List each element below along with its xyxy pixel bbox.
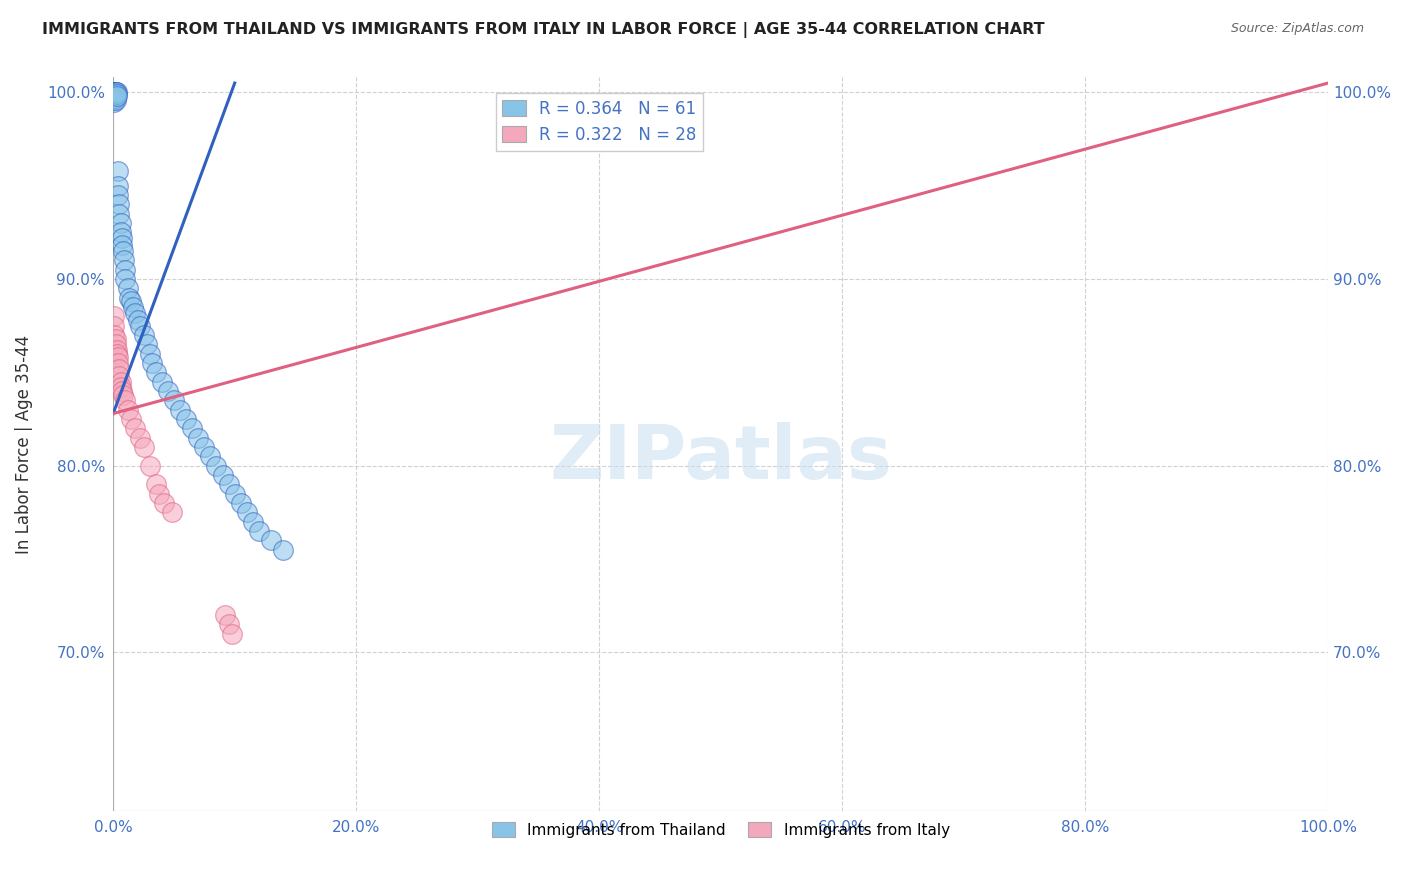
Point: [103, 86, 125, 100]
Point: [200, 450, 222, 464]
Point: [121, 300, 143, 314]
Point: [110, 226, 132, 240]
Point: [103, 310, 125, 324]
Point: [103, 86, 125, 100]
Point: [111, 388, 134, 402]
Point: [103, 328, 125, 343]
Point: [111, 238, 134, 252]
Point: [103, 95, 125, 109]
Point: [108, 361, 131, 376]
Point: [132, 440, 155, 454]
Point: [118, 291, 141, 305]
Point: [148, 487, 170, 501]
Point: [104, 87, 127, 102]
Text: IMMIGRANTS FROM THAILAND VS IMMIGRANTS FROM ITALY IN LABOR FORCE | AGE 35-44 COR: IMMIGRANTS FROM THAILAND VS IMMIGRANTS F…: [42, 22, 1045, 38]
Point: [117, 281, 139, 295]
Point: [107, 356, 129, 370]
Point: [114, 272, 136, 286]
Text: Source: ZipAtlas.com: Source: ZipAtlas.com: [1230, 22, 1364, 36]
Point: [103, 93, 125, 107]
Point: [150, 375, 173, 389]
Point: [145, 477, 167, 491]
Y-axis label: In Labor Force | Age 35-44: In Labor Force | Age 35-44: [15, 334, 32, 554]
Point: [224, 487, 246, 501]
Point: [103, 87, 125, 102]
Point: [107, 178, 129, 193]
Point: [107, 351, 129, 365]
Point: [104, 86, 127, 100]
Point: [103, 318, 125, 333]
Point: [104, 86, 127, 100]
Legend: Immigrants from Thailand, Immigrants from Italy: Immigrants from Thailand, Immigrants fro…: [485, 816, 956, 844]
Point: [108, 207, 131, 221]
Point: [181, 421, 204, 435]
Point: [138, 347, 160, 361]
Point: [114, 393, 136, 408]
Text: ZIPatlas: ZIPatlas: [550, 423, 891, 495]
Point: [108, 197, 131, 211]
Point: [174, 412, 197, 426]
Point: [104, 93, 127, 107]
Point: [124, 421, 146, 435]
Point: [260, 533, 283, 548]
Point: [108, 369, 131, 384]
Point: [105, 347, 128, 361]
Point: [163, 393, 186, 408]
Point: [103, 89, 125, 103]
Point: [187, 431, 209, 445]
Point: [169, 402, 191, 417]
Point: [104, 337, 127, 351]
Point: [214, 608, 236, 623]
Point: [247, 524, 270, 538]
Point: [105, 343, 128, 357]
Point: [107, 163, 129, 178]
Point: [141, 356, 163, 370]
Point: [129, 431, 152, 445]
Point: [221, 627, 243, 641]
Point: [111, 231, 134, 245]
Point: [193, 440, 215, 454]
Point: [120, 294, 142, 309]
Point: [136, 337, 159, 351]
Point: [117, 402, 139, 417]
Point: [107, 188, 129, 202]
Point: [218, 617, 240, 632]
Point: [218, 477, 240, 491]
Point: [103, 91, 125, 105]
Point: [145, 366, 167, 380]
Point: [112, 253, 135, 268]
Point: [111, 384, 134, 398]
Point: [205, 458, 228, 473]
Point: [273, 542, 295, 557]
Point: [138, 458, 160, 473]
Point: [114, 262, 136, 277]
Point: [105, 89, 128, 103]
Point: [124, 306, 146, 320]
Point: [105, 87, 128, 102]
Point: [111, 244, 134, 258]
Point: [132, 328, 155, 343]
Point: [110, 375, 132, 389]
Point: [127, 313, 149, 327]
Point: [104, 91, 127, 105]
Point: [110, 380, 132, 394]
Point: [129, 318, 152, 333]
Point: [156, 384, 179, 398]
Point: [110, 216, 132, 230]
Point: [242, 515, 264, 529]
Point: [105, 86, 128, 100]
Point: [236, 506, 259, 520]
Point: [160, 506, 183, 520]
Point: [120, 412, 142, 426]
Point: [229, 496, 252, 510]
Point: [153, 496, 176, 510]
Point: [211, 468, 233, 483]
Point: [103, 86, 125, 100]
Point: [104, 332, 127, 346]
